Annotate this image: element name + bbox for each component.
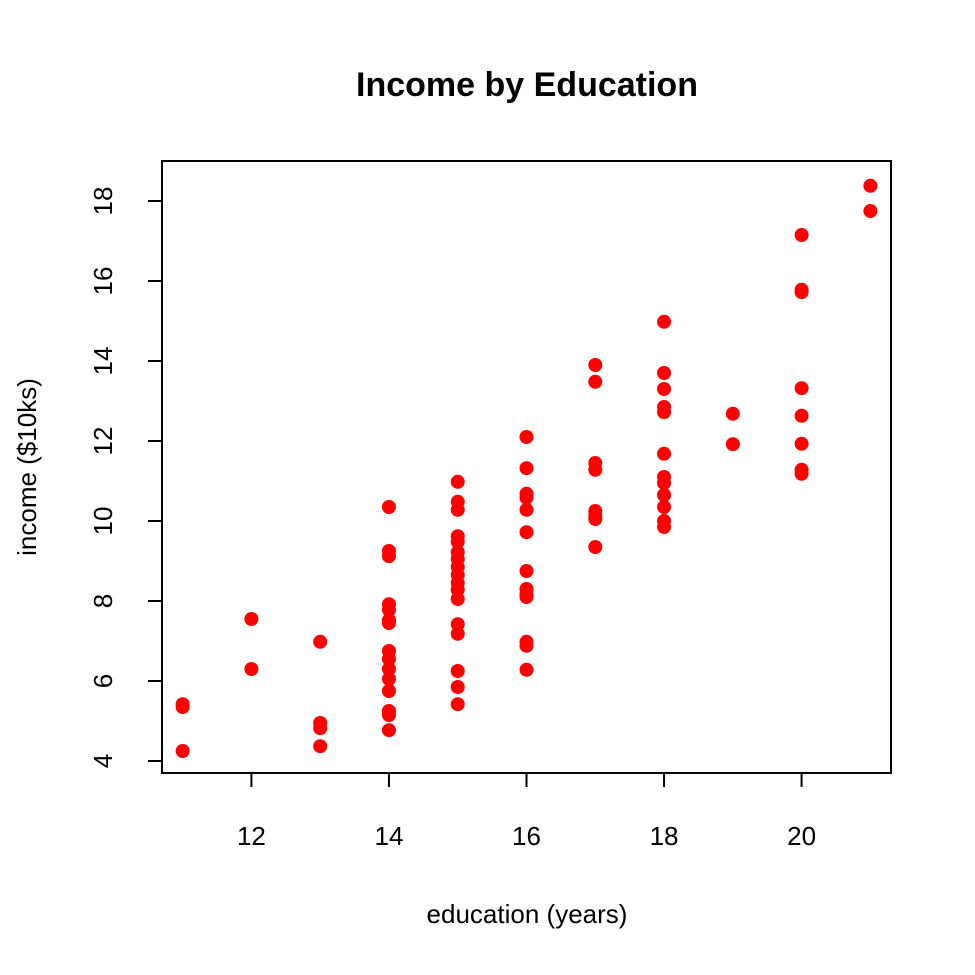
data-point	[794, 228, 809, 242]
data-point	[381, 672, 396, 686]
data-point	[588, 512, 603, 526]
data-point	[657, 500, 672, 514]
data-point	[450, 617, 465, 632]
data-point	[519, 564, 534, 578]
data-point	[450, 626, 465, 641]
y-tick-label: 12	[88, 427, 118, 456]
data-point	[450, 534, 465, 549]
data-point	[657, 314, 672, 329]
data-point	[657, 405, 672, 420]
data-point	[381, 549, 396, 564]
data-point	[863, 178, 878, 193]
data-point	[519, 662, 534, 677]
data-point	[794, 466, 809, 481]
data-point	[175, 744, 190, 758]
x-axis-label: education (years)	[427, 899, 628, 929]
y-tick-label: 10	[88, 507, 118, 536]
x-tick-label: 18	[650, 821, 679, 851]
data-point	[519, 525, 534, 540]
y-tick-label: 16	[88, 267, 118, 296]
data-point	[313, 721, 328, 736]
data-point	[244, 662, 259, 676]
data-point	[725, 406, 740, 421]
data-point	[519, 502, 534, 517]
data-point	[381, 616, 396, 630]
data-point	[381, 723, 396, 738]
data-point	[175, 700, 190, 714]
x-tick-label: 12	[237, 821, 266, 851]
y-tick-label: 8	[88, 594, 118, 608]
data-point	[313, 739, 328, 754]
data-point	[519, 490, 534, 505]
data-point	[381, 662, 396, 676]
data-point	[588, 374, 603, 389]
data-point	[450, 474, 465, 489]
data-point	[794, 381, 809, 396]
data-point	[450, 680, 465, 694]
data-point	[657, 488, 672, 502]
data-point	[588, 540, 603, 554]
data-point	[381, 500, 396, 514]
data-point	[794, 436, 809, 451]
x-tick-label: 14	[374, 821, 403, 851]
data-point	[657, 366, 672, 380]
data-point	[794, 408, 809, 423]
data-point	[381, 708, 396, 722]
data-points	[175, 178, 878, 758]
data-point	[657, 476, 672, 490]
data-point	[863, 204, 878, 218]
data-point	[657, 520, 672, 534]
chart-title: Income by Education	[356, 66, 698, 104]
data-point	[588, 358, 603, 372]
data-point	[450, 502, 465, 517]
data-point	[519, 590, 534, 604]
data-point	[450, 592, 465, 606]
data-point	[657, 446, 672, 461]
y-tick-label: 4	[88, 754, 118, 768]
y-tick-label: 6	[88, 674, 118, 688]
x-axis: 12 14 16 18 20	[237, 772, 816, 851]
y-tick-label: 14	[88, 347, 118, 376]
data-point	[519, 461, 534, 476]
data-point	[381, 684, 396, 698]
data-point	[450, 664, 465, 678]
data-point	[244, 612, 259, 626]
data-point	[313, 634, 328, 649]
y-axis-label: income ($10ks)	[12, 378, 42, 556]
data-point	[450, 697, 465, 712]
data-point	[381, 602, 396, 617]
y-axis: 4 6 8 10 12 14 16 18	[88, 187, 163, 768]
data-point	[794, 285, 809, 300]
data-point	[725, 437, 740, 452]
y-tick-label: 18	[88, 187, 118, 216]
x-tick-label: 16	[512, 821, 541, 851]
data-point	[519, 638, 534, 653]
data-point	[381, 652, 396, 666]
x-tick-label: 20	[787, 821, 816, 851]
data-point	[519, 430, 534, 444]
data-point	[588, 462, 603, 477]
data-point	[657, 382, 672, 396]
